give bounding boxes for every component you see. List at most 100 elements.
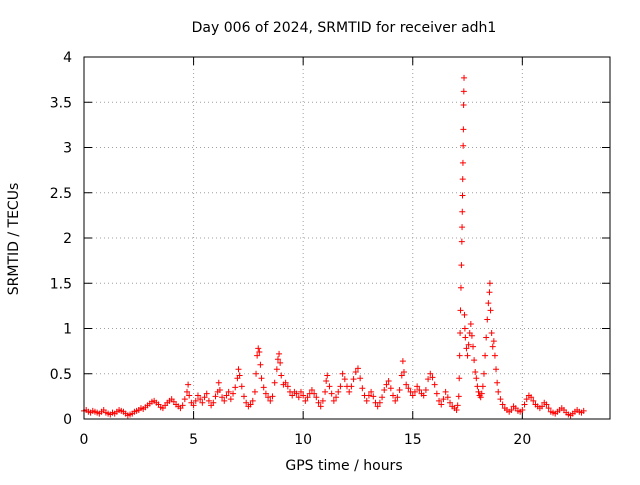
chart-title: Day 006 of 2024, SRMTID for receiver adh… <box>192 20 497 36</box>
data-point <box>235 366 242 373</box>
data-point <box>470 343 477 350</box>
data-point <box>457 330 464 337</box>
data-point <box>495 388 502 395</box>
data-point <box>392 397 399 404</box>
data-point <box>383 381 390 388</box>
data-point <box>256 349 263 356</box>
data-point <box>357 375 364 382</box>
data-point <box>265 394 272 401</box>
data-point <box>436 397 443 404</box>
data-point <box>475 388 482 395</box>
data-point <box>219 394 226 401</box>
data-point <box>447 399 454 406</box>
data-point <box>284 383 291 390</box>
data-point <box>317 403 324 410</box>
data-point <box>352 368 359 375</box>
data-point <box>197 396 204 403</box>
grid-lines <box>84 57 610 419</box>
data-point <box>463 345 470 352</box>
data-point <box>539 403 546 410</box>
y-axis-title: SRMTID / TECUs <box>6 183 22 296</box>
data-point <box>255 345 262 352</box>
data-point <box>262 390 269 397</box>
data-point <box>453 406 460 413</box>
data-point <box>416 387 423 394</box>
data-point <box>580 407 587 414</box>
data-point <box>376 399 383 406</box>
data-point <box>210 399 217 406</box>
data-point <box>422 387 429 394</box>
data-point <box>399 358 406 365</box>
y-tick-label: 3 <box>63 141 72 157</box>
data-point <box>304 394 311 401</box>
data-point <box>326 383 333 390</box>
data-point <box>480 370 487 377</box>
data-point <box>184 388 191 395</box>
data-point <box>478 390 485 397</box>
data-point <box>459 208 466 215</box>
data-point <box>409 392 416 399</box>
data-point <box>474 383 481 390</box>
data-point <box>400 368 407 375</box>
data-point <box>458 238 465 245</box>
data-point <box>493 366 500 373</box>
data-point <box>311 390 318 397</box>
data-point <box>370 393 377 400</box>
x-axis-tick-labels: 0 5 10 15 20 <box>80 432 532 448</box>
data-point <box>257 361 264 368</box>
data-point <box>429 374 436 381</box>
data-point <box>444 394 451 401</box>
data-point <box>289 392 296 399</box>
x-tick-label: 15 <box>404 432 422 448</box>
data-point <box>488 330 495 337</box>
data-point <box>459 159 466 166</box>
y-tick-label: 4 <box>63 50 72 66</box>
data-point <box>379 394 386 401</box>
data-point <box>468 332 475 339</box>
data-point <box>247 401 254 408</box>
data-point <box>486 280 493 287</box>
data-point <box>350 376 357 383</box>
data-point <box>471 357 478 364</box>
data-point <box>462 334 469 341</box>
data-point <box>458 262 465 269</box>
data-point <box>227 396 234 403</box>
data-point <box>254 352 261 359</box>
data-point <box>225 388 232 395</box>
data-point <box>212 393 219 400</box>
data-point <box>205 397 212 404</box>
data-point <box>199 399 206 406</box>
data-point <box>297 388 304 395</box>
data-point <box>194 392 201 399</box>
data-point <box>456 352 463 359</box>
data-point <box>411 388 418 395</box>
data-point <box>354 365 361 372</box>
data-points <box>81 74 587 419</box>
data-point <box>258 375 265 382</box>
data-point <box>519 406 526 413</box>
data-point <box>477 394 484 401</box>
data-point <box>333 394 340 401</box>
data-point <box>319 397 326 404</box>
data-point <box>374 403 381 410</box>
data-point <box>390 392 397 399</box>
data-point <box>523 396 530 403</box>
data-point <box>387 385 394 392</box>
data-point <box>484 316 491 323</box>
data-point <box>491 352 498 359</box>
data-point <box>179 402 186 409</box>
data-point <box>330 397 337 404</box>
data-point <box>459 224 466 231</box>
data-point <box>487 307 494 314</box>
data-point <box>420 392 427 399</box>
data-point <box>455 393 462 400</box>
data-point <box>243 399 250 406</box>
data-point <box>425 376 432 383</box>
data-point <box>472 368 479 375</box>
data-point <box>293 390 300 397</box>
data-point <box>300 392 307 399</box>
data-point <box>461 325 468 332</box>
data-point <box>490 338 497 345</box>
